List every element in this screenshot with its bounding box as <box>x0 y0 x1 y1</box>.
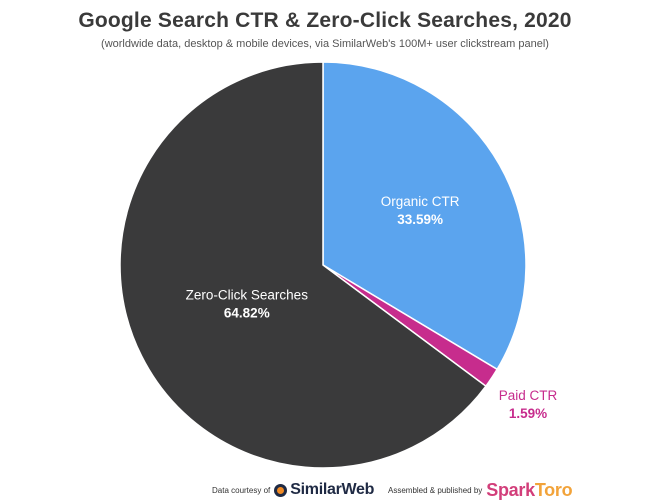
similarweb-logo-text: SimilarWeb <box>290 481 375 498</box>
chart-subtitle: (worldwide data, desktop & mobile device… <box>101 38 549 50</box>
slice-value-label: 1.59% <box>509 406 547 421</box>
slice-value-label: 64.82% <box>224 305 270 320</box>
footer-published-credit: Assembled & published by SparkToro <box>388 478 573 502</box>
similarweb-mark-icon <box>274 483 288 497</box>
assembled-credit-text: Assembled & published by <box>388 485 483 495</box>
footer-data-credit: Data courtesy of SimilarWeb <box>212 478 374 502</box>
slice-label: Paid CTR <box>499 388 558 403</box>
similarweb-logo: SimilarWeb <box>274 481 374 499</box>
slice-label: Zero-Click Searches <box>186 287 309 302</box>
chart-title: Google Search CTR & Zero-Click Searches,… <box>78 9 572 32</box>
sparktoro-logo-toro: Toro <box>534 479 573 500</box>
slice-value-label: 33.59% <box>397 212 443 227</box>
pie-slice-zero-click-searches <box>119 61 487 469</box>
sparktoro-logo-spark: Spark <box>486 479 535 500</box>
sparktoro-logo: SparkToro <box>486 480 572 501</box>
data-credit-text: Data courtesy of <box>212 485 271 495</box>
slice-label: Organic CTR <box>381 194 460 209</box>
pie-slice-organic-ctr <box>322 61 527 371</box>
